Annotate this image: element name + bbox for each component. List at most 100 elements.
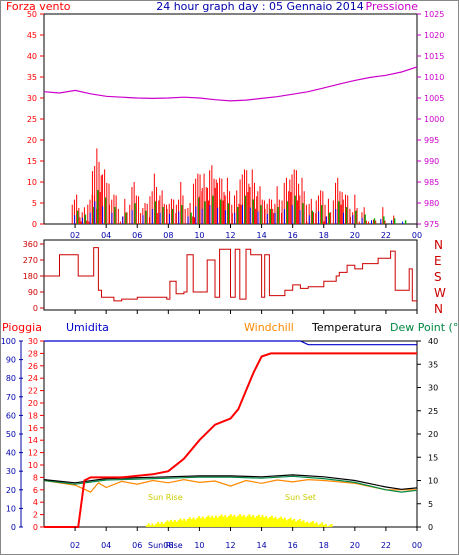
wind-axis-title: Forza vento xyxy=(6,0,71,13)
humidity-tick-label: 20 xyxy=(6,486,16,495)
direction-tick-label: 0 xyxy=(33,304,38,313)
rain-x-tick-label: 06 xyxy=(132,541,142,550)
wind-x-tick-label: 06 xyxy=(132,231,142,240)
pressure-tick-label: 990 xyxy=(424,157,439,166)
humidity-tick-label: 40 xyxy=(6,449,16,458)
sunrise-label: Sun Rise xyxy=(148,493,183,502)
wind-tick-label: 40 xyxy=(27,52,37,61)
rain-tick-label: 8 xyxy=(33,473,38,482)
temp-tick-label: 30 xyxy=(428,384,438,393)
legend-temperature: Temperatura xyxy=(311,321,382,334)
wind-x-tick-label: 22 xyxy=(381,231,391,240)
compass-label: N xyxy=(434,238,443,252)
pressure-tick-label: 985 xyxy=(424,178,439,187)
wind-x-tick-label: 08 xyxy=(163,231,173,240)
rain-tick-label: 18 xyxy=(28,411,38,420)
temp-tick-label: 40 xyxy=(428,337,438,346)
humidity-tick-label: 100 xyxy=(1,337,16,346)
humidity-tick-label: 30 xyxy=(6,467,16,476)
rain-panel-frame xyxy=(43,340,418,528)
compass-label: S xyxy=(434,270,442,284)
rain-tick-label: 26 xyxy=(28,362,38,371)
rain-x-tick-label: 00 xyxy=(412,541,422,550)
pressure-line xyxy=(43,66,418,102)
legend-rain: Pioggia xyxy=(2,321,42,334)
wind-tick-label: 15 xyxy=(27,157,37,166)
rain-x-tick-label: 20 xyxy=(350,541,360,550)
sunrise-bottom-label: Sun Rise xyxy=(148,541,183,550)
rain-tick-label: 30 xyxy=(28,337,38,346)
direction-tick-label: 360 xyxy=(23,240,38,249)
rain-line xyxy=(44,352,417,528)
wind-x-tick-label: 10 xyxy=(194,231,204,240)
humidity-tick-label: 80 xyxy=(6,374,16,383)
dewpoint-line xyxy=(43,475,418,493)
rain-tick-label: 16 xyxy=(28,424,38,433)
humidity-tick-label: 90 xyxy=(6,356,16,365)
pressure-axis-title: Pressione xyxy=(366,0,419,13)
humidity-tick-label: 10 xyxy=(6,504,16,513)
temp-tick-label: 5 xyxy=(428,500,433,509)
windchill-line xyxy=(43,478,417,493)
pressure-tick-label: 1015 xyxy=(424,52,444,61)
rain-tick-label: 4 xyxy=(33,498,38,507)
pressure-tick-label: 995 xyxy=(424,136,439,145)
wind-tick-label: 30 xyxy=(27,94,37,103)
rain-x-tick-label: 16 xyxy=(288,541,298,550)
wind-direction-line xyxy=(44,247,417,302)
legend-dewpoint: Dew Point (°C xyxy=(390,321,459,334)
wind-x-tick-label: 20 xyxy=(350,231,360,240)
temp-tick-label: 10 xyxy=(428,477,438,486)
pressure-tick-label: 980 xyxy=(424,199,439,208)
wind-x-tick-label: 12 xyxy=(225,231,235,240)
temp-tick-label: 35 xyxy=(428,360,438,369)
pressure-tick-label: 1010 xyxy=(424,73,444,82)
rain-tick-label: 12 xyxy=(28,449,38,458)
humidity-tick-label: 60 xyxy=(6,411,16,420)
wind-x-tick-label: 16 xyxy=(288,231,298,240)
humidity-tick-label: 50 xyxy=(6,430,16,439)
wind-tick-label: 35 xyxy=(27,73,37,82)
rain-x-tick-label: 10 xyxy=(194,541,204,550)
direction-tick-label: 270 xyxy=(23,256,38,265)
wind-tick-label: 20 xyxy=(27,136,37,145)
temp-tick-label: 20 xyxy=(428,430,438,439)
wind-x-tick-label: 18 xyxy=(319,231,329,240)
wind-x-tick-label: 14 xyxy=(256,231,266,240)
wind-tick-label: 50 xyxy=(27,10,37,19)
temp-tick-label: 25 xyxy=(428,407,438,416)
rain-tick-label: 20 xyxy=(28,399,38,408)
humidity-tick-label: 0 xyxy=(11,523,16,532)
wind-tick-label: 0 xyxy=(32,220,37,229)
pressure-tick-label: 1005 xyxy=(424,94,444,103)
compass-label: E xyxy=(434,254,442,268)
graph-title: 24 hour graph day : 05 Gennaio 2014 xyxy=(156,0,364,13)
rain-x-tick-label: 14 xyxy=(256,541,266,550)
rain-x-tick-label: 12 xyxy=(225,541,235,550)
rain-tick-label: 28 xyxy=(28,349,38,358)
wind-tick-label: 45 xyxy=(27,31,37,40)
humidity-tick-label: 70 xyxy=(6,393,16,402)
wind-x-tick-label: 00 xyxy=(412,231,422,240)
wind-tick-label: 10 xyxy=(27,178,37,187)
rain-tick-label: 24 xyxy=(28,374,38,383)
temperature-line xyxy=(43,474,418,490)
compass-label: W xyxy=(434,286,446,300)
compass-label: N xyxy=(434,302,443,316)
rain-tick-label: 14 xyxy=(28,436,38,445)
direction-tick-label: 90 xyxy=(28,288,38,297)
wind-x-tick-label: 02 xyxy=(70,231,80,240)
rain-tick-label: 0 xyxy=(33,523,38,532)
rain-x-tick-label: 02 xyxy=(70,541,80,550)
rain-tick-label: 22 xyxy=(28,387,38,396)
sunset-label: Sun Set xyxy=(285,493,316,502)
pressure-tick-label: 975 xyxy=(424,220,439,229)
temp-tick-label: 0 xyxy=(428,523,433,532)
rain-tick-label: 10 xyxy=(28,461,38,470)
rain-x-tick-label: 22 xyxy=(381,541,391,550)
pressure-tick-label: 1020 xyxy=(424,31,444,40)
humidity-line xyxy=(44,340,417,346)
